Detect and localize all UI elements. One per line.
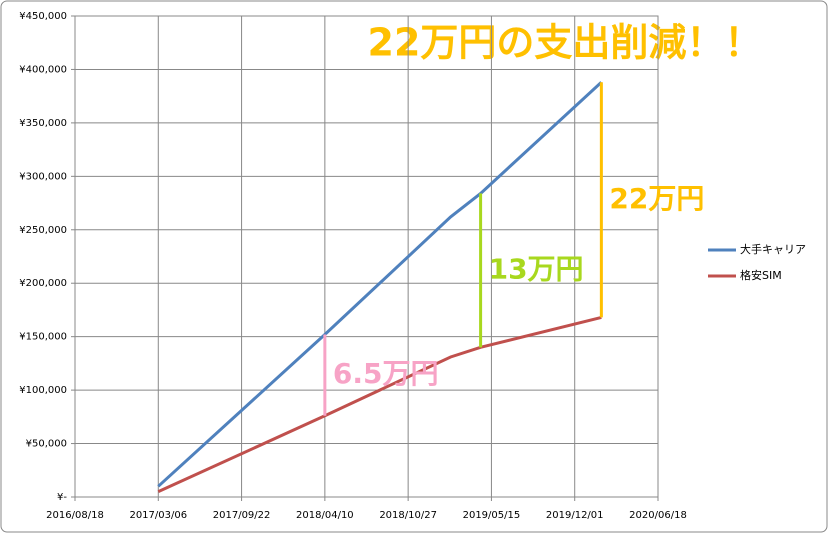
x-tick-label: 2019/05/15 bbox=[463, 510, 521, 521]
x-tick-label: 2020/06/18 bbox=[629, 510, 687, 521]
y-tick-label: ¥300,000 bbox=[19, 171, 67, 182]
x-tick-label: 2017/03/06 bbox=[129, 510, 187, 521]
gap-label: 22万円 bbox=[609, 182, 704, 215]
x-tick-label: 2016/08/18 bbox=[46, 510, 104, 521]
y-tick-label: ¥- bbox=[57, 492, 67, 503]
y-tick-label: ¥100,000 bbox=[19, 385, 67, 396]
y-tick-label: ¥400,000 bbox=[19, 64, 67, 75]
x-tick-label: 2018/04/10 bbox=[296, 510, 354, 521]
plot-area bbox=[74, 15, 659, 498]
series-line bbox=[157, 81, 603, 488]
legend-label: 大手キャリア bbox=[740, 242, 806, 256]
gap-label: 13万円 bbox=[489, 252, 584, 285]
y-tick-label: ¥50,000 bbox=[26, 439, 67, 450]
y-tick-label: ¥200,000 bbox=[19, 278, 67, 289]
series-line bbox=[157, 315, 602, 494]
x-tick-label: 2018/10/27 bbox=[379, 510, 437, 521]
y-tick-label: ¥250,000 bbox=[19, 225, 67, 236]
y-tick-label: ¥350,000 bbox=[19, 118, 67, 129]
y-tick-label: ¥450,000 bbox=[19, 11, 67, 22]
x-tick-label: 2019/12/01 bbox=[546, 510, 604, 521]
legend-label: 格安SIM bbox=[740, 268, 782, 282]
gap-label: 6.5万円 bbox=[333, 357, 439, 390]
y-tick-label: ¥150,000 bbox=[19, 332, 67, 343]
x-tick-label: 2017/09/22 bbox=[213, 510, 271, 521]
chart-title: 22万円の支出削減！！ bbox=[368, 21, 763, 65]
